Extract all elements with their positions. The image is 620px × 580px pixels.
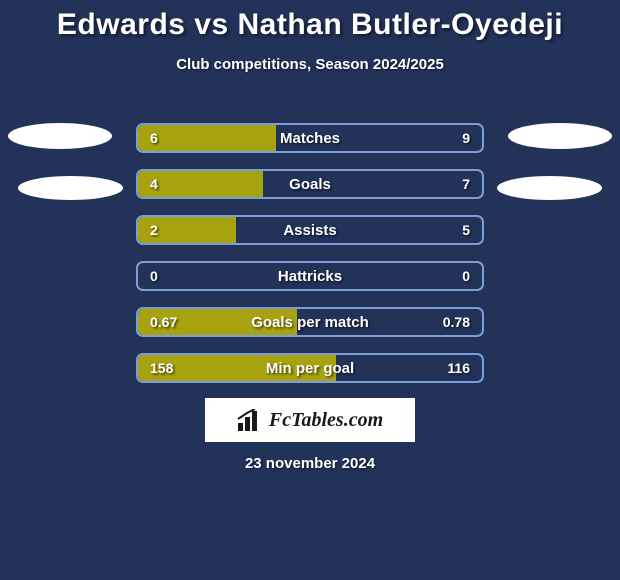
player-right-marker-2	[497, 176, 602, 200]
brand-box: FcTables.com	[205, 398, 415, 442]
stat-bar: 47Goals	[136, 169, 484, 199]
stat-bar: 0 0Hattricks	[136, 261, 484, 291]
brand-text: FcTables.com	[269, 409, 383, 432]
stat-bar: 69Matches	[136, 123, 484, 153]
stat-right-value: 7	[462, 171, 470, 197]
stat-left-value: 0.67	[150, 309, 177, 335]
stat-bar: 25Assists	[136, 215, 484, 245]
stat-right-value: 9	[462, 125, 470, 151]
comparison-bars: 69Matches47Goals25Assists00Hattricks0.67…	[136, 123, 484, 399]
stat-left-value: 6	[150, 125, 158, 151]
stat-left-value: 2	[150, 217, 158, 243]
stat-right-value: 0.78	[443, 309, 470, 335]
stat-bar: 0.670.78Goals per match	[136, 307, 484, 337]
footer-date: 23 november 2024	[0, 455, 620, 472]
player-right-marker-1	[508, 123, 612, 149]
stat-bar-fill	[138, 125, 276, 151]
stat-left-value: 0	[150, 263, 158, 289]
stat-left-value: 158	[150, 355, 173, 381]
player-left-marker-2	[18, 176, 123, 200]
stat-right-value: 5	[462, 217, 470, 243]
stat-right-value: 0	[462, 263, 470, 289]
stat-label: Hattricks	[138, 263, 482, 289]
stat-bar: 158116Min per goal	[136, 353, 484, 383]
player-left-marker-1	[8, 123, 112, 149]
page-subtitle: Club competitions, Season 2024/2025	[0, 56, 620, 73]
page-title: Edwards vs Nathan Butler-Oyedeji	[0, 0, 620, 42]
stat-left-value: 4	[150, 171, 158, 197]
brand-bars-icon	[237, 409, 263, 431]
stat-right-value: 116	[447, 355, 470, 381]
